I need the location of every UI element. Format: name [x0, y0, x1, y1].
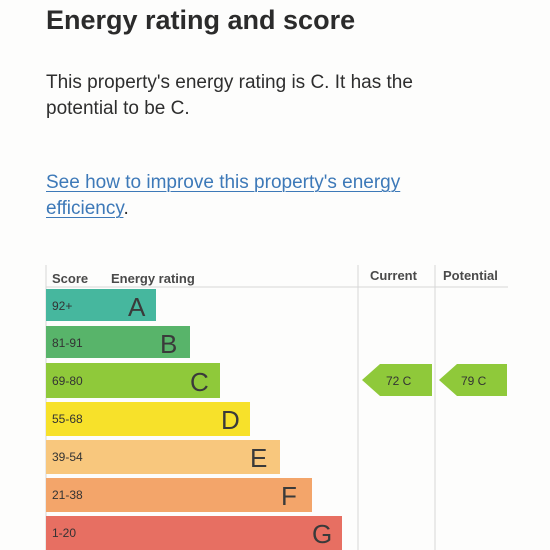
score-column-header: Score: [52, 271, 88, 286]
band-b: 81-91 B: [46, 326, 190, 359]
band-e-score-range: 39-54: [52, 450, 83, 464]
current-rating-label: 72 C: [386, 374, 412, 388]
band-f-letter: F: [281, 481, 297, 511]
band-b-letter: B: [160, 329, 177, 359]
current-rating-marker: 72 C: [362, 364, 432, 396]
potential-column-header: Potential: [443, 268, 498, 283]
page-title: Energy rating and score: [46, 5, 356, 35]
band-g-bar: [46, 516, 342, 550]
band-b-score-range: 81-91: [52, 336, 83, 350]
potential-rating-arrow: [439, 364, 507, 396]
improve-link-line-1: See how to improve this property's energ…: [46, 172, 401, 193]
band-a-bar: [46, 289, 156, 321]
band-a-letter: A: [128, 292, 146, 322]
band-a-score-range: 92+: [52, 299, 72, 313]
improve-efficiency-paragraph: See how to improve this property's energ…: [46, 170, 516, 222]
potential-rating-marker: 79 C: [439, 364, 507, 396]
band-c-bar: [46, 363, 220, 398]
band-g-score-range: 1-20: [52, 526, 76, 540]
band-d-score-range: 55-68: [52, 412, 83, 426]
band-d: 55-68 D: [46, 402, 250, 436]
band-b-bar: [46, 326, 190, 358]
band-e-letter: E: [250, 443, 267, 473]
band-f: 21-38 F: [46, 478, 312, 512]
rating-summary-line-2: potential to be C.: [46, 98, 190, 119]
band-d-letter: D: [221, 405, 240, 435]
band-d-bar: [46, 402, 250, 436]
improve-link-line-2: efficiency: [46, 198, 124, 219]
improve-efficiency-link[interactable]: See how to improve this property's energ…: [46, 172, 400, 219]
band-g: 1-20 G: [46, 516, 342, 550]
band-f-bar: [46, 478, 312, 512]
band-c-letter: C: [190, 367, 209, 397]
band-g-letter: G: [312, 519, 332, 549]
band-e-bar: [46, 440, 280, 474]
rating-summary: This property's energy rating is C. It h…: [46, 70, 516, 122]
rating-summary-line-1: This property's energy rating is C. It h…: [46, 72, 413, 93]
current-column-header: Current: [370, 268, 418, 283]
band-e: 39-54 E: [46, 440, 280, 474]
band-f-score-range: 21-38: [52, 488, 83, 502]
band-c: 69-80 C: [46, 363, 220, 398]
improve-link-period: .: [123, 198, 129, 219]
current-rating-arrow: [362, 364, 432, 396]
band-c-score-range: 69-80: [52, 374, 83, 388]
band-a: 92+ A: [46, 289, 156, 322]
potential-rating-label: 79 C: [461, 374, 487, 388]
energy-rating-column-header: Energy rating: [111, 271, 195, 286]
